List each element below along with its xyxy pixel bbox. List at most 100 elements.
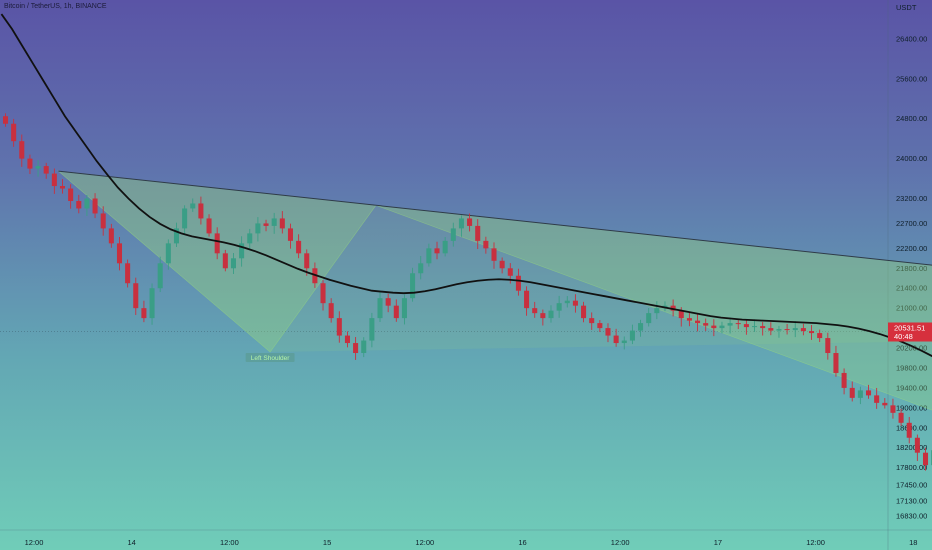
candle: [784, 329, 790, 331]
candle: [833, 353, 839, 373]
candle: [800, 328, 806, 332]
candle: [149, 288, 155, 319]
candle: [442, 240, 448, 254]
x-tick-label: 12:00: [220, 538, 239, 547]
candle: [686, 318, 692, 321]
candle: [206, 218, 212, 234]
y-tick-label: 24800.00: [896, 114, 927, 123]
y-tick-label: 23200.00: [896, 194, 927, 203]
x-tick-label: 18: [909, 538, 917, 547]
price-axis-currency: USDT: [896, 3, 917, 12]
candle: [540, 313, 546, 319]
candle: [532, 308, 538, 314]
candle: [597, 323, 603, 329]
candle: [239, 243, 245, 259]
candle: [719, 325, 725, 329]
candle: [768, 328, 774, 331]
candle: [882, 402, 888, 406]
candle: [776, 329, 782, 331]
pattern-shade: [58, 171, 932, 353]
candle: [524, 290, 530, 309]
candle: [638, 323, 644, 331]
candle: [589, 318, 595, 324]
candle: [222, 253, 228, 269]
candle: [76, 200, 82, 209]
candle: [377, 298, 383, 319]
x-tick-label: 17: [714, 538, 722, 547]
y-tick-label: 19000.00: [896, 403, 927, 412]
candle: [922, 452, 929, 466]
candle: [230, 258, 236, 269]
candle: [190, 203, 196, 209]
candle: [141, 308, 147, 319]
candle: [857, 390, 863, 398]
last-price-badge: [888, 322, 932, 342]
candle: [898, 412, 904, 423]
candle: [304, 253, 310, 269]
chart-title: Bitcoin / TetherUS, 1h, BINANCE: [4, 3, 107, 10]
y-tick-label: 17130.00: [896, 497, 927, 506]
candle: [849, 387, 855, 398]
candle: [450, 228, 456, 241]
x-tick-label: 12:00: [25, 538, 44, 547]
candle: [410, 273, 416, 299]
candle: [59, 186, 66, 189]
candle: [605, 328, 611, 336]
candle: [613, 335, 619, 344]
y-tick-label: 17800.00: [896, 463, 927, 472]
x-tick-label: 15: [323, 538, 331, 547]
candle: [108, 228, 114, 244]
candle: [247, 233, 253, 244]
candle: [27, 158, 33, 169]
x-tick-label: 12:00: [611, 538, 630, 547]
candle: [393, 305, 399, 319]
candle: [418, 263, 424, 274]
candle: [287, 228, 293, 241]
candle: [792, 328, 798, 331]
y-tick-label: 20200.00: [896, 344, 927, 353]
candle: [825, 338, 831, 354]
last-price-countdown: 40:48: [894, 332, 913, 341]
candle: [629, 330, 635, 341]
candle: [353, 343, 359, 354]
candle: [491, 248, 497, 261]
y-tick-label: 19400.00: [896, 383, 927, 392]
inverse-head-and-shoulders-fill: [57, 170, 932, 411]
y-tick-label: 26400.00: [896, 35, 927, 44]
candle: [467, 218, 473, 226]
candle: [499, 260, 505, 269]
candle: [68, 188, 74, 201]
candle: [198, 203, 204, 219]
pattern-label-box: [245, 352, 295, 362]
candle: [515, 275, 521, 291]
candle: [906, 422, 912, 438]
candle: [165, 243, 171, 264]
candle: [92, 198, 98, 214]
candle: [564, 300, 570, 304]
candle: [874, 395, 880, 403]
candle: [711, 325, 717, 329]
neckline[interactable]: [58, 170, 932, 345]
pattern-label: Left Shoulder: [251, 355, 291, 362]
candle: [426, 248, 432, 264]
candle: [760, 326, 766, 329]
candle: [263, 223, 269, 226]
candle: [271, 218, 277, 226]
candle: [678, 310, 684, 319]
candle: [646, 313, 652, 324]
candle: [865, 390, 872, 396]
y-tick-label: 19800.00: [896, 363, 927, 372]
y-tick-label: 24000.00: [896, 154, 927, 163]
candle: [35, 166, 41, 169]
candle: [173, 228, 180, 244]
candle: [914, 437, 920, 453]
y-tick-label: 16830.00: [896, 512, 927, 521]
candle: [743, 324, 749, 328]
x-tick-label: 14: [128, 538, 136, 547]
candle: [752, 326, 758, 328]
y-tick-label: 18200.00: [896, 443, 927, 452]
candle: [19, 141, 25, 159]
candle: [434, 248, 440, 254]
